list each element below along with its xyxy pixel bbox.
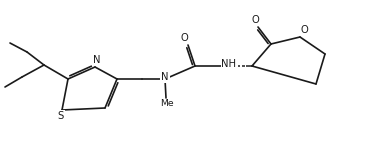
Text: NH: NH	[221, 59, 237, 69]
Text: O: O	[180, 33, 188, 43]
Text: N: N	[161, 72, 169, 82]
Text: N: N	[93, 55, 101, 65]
Text: O: O	[300, 25, 308, 35]
Text: O: O	[251, 15, 259, 25]
Text: Me: Me	[160, 100, 174, 109]
Text: S: S	[58, 111, 64, 121]
